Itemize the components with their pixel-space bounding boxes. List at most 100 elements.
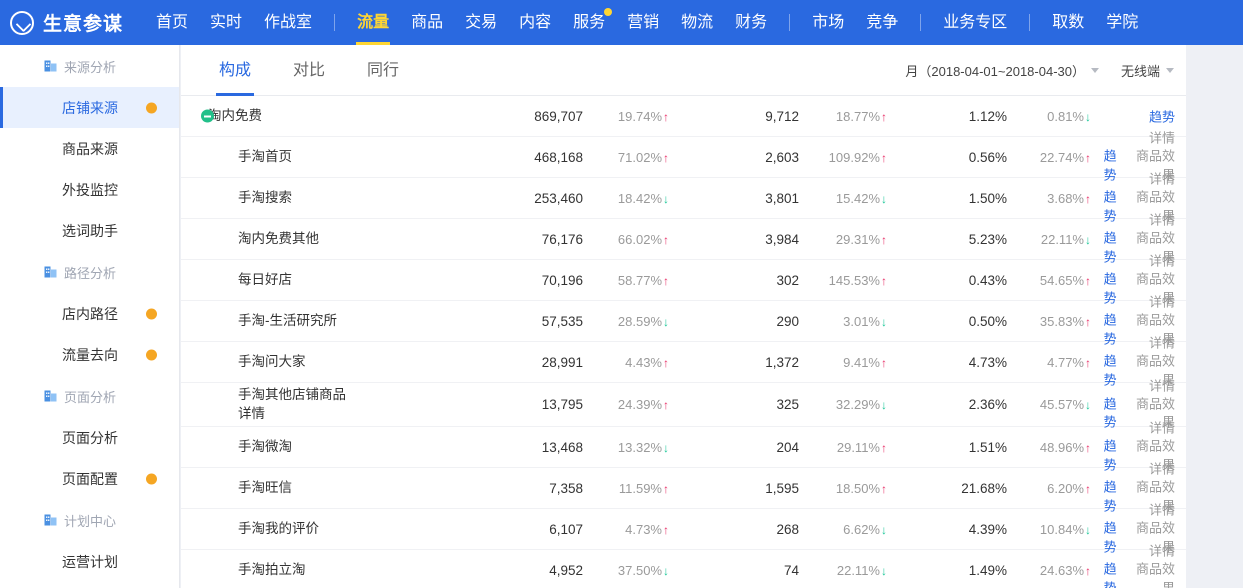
date-range-selector[interactable]: 月（2018-04-01~2018-04-30）: [905, 61, 1099, 80]
nav-item-19[interactable]: 学院: [1095, 0, 1149, 45]
product-effect-link[interactable]: 商品效果: [1135, 148, 1175, 183]
detail-link[interactable]: 详情: [1148, 335, 1175, 351]
terminal-selector[interactable]: 无线端: [1121, 61, 1174, 80]
sidebar-item-1[interactable]: 店铺来源: [0, 87, 179, 128]
product-effect-link[interactable]: 商品效果: [1135, 396, 1175, 430]
row-name-cell: 淘内免费其他: [181, 230, 491, 248]
action-row: 趋势 商品效果: [1093, 353, 1175, 390]
product-effect-link[interactable]: 商品效果: [1135, 353, 1175, 388]
left-sidebar: 来源分析 店铺来源 商品来源 外投监控 选词助手 路径分析 店内路径 流量去向 页面分析 页面分析…: [0, 45, 180, 588]
detail-link[interactable]: 详情: [1148, 502, 1175, 518]
nav-item-13[interactable]: 市场: [801, 0, 855, 45]
trend-link[interactable]: 趋势: [1103, 148, 1117, 183]
visitors-change: 13.32%↓: [583, 440, 671, 455]
detail-link[interactable]: 详情: [1148, 171, 1175, 187]
detail-link[interactable]: 详情: [1148, 461, 1175, 477]
rate-change: 22.11%↓: [1007, 232, 1093, 247]
sidebar-item-2[interactable]: 商品来源: [0, 128, 179, 169]
visitors-value: 4,952: [549, 562, 583, 578]
nav-item-6[interactable]: 交易: [454, 0, 508, 45]
trend-link[interactable]: 趋势: [1103, 312, 1117, 347]
trend-link[interactable]: 趋势: [1103, 520, 1117, 555]
nav-item-label: 首页: [156, 14, 189, 31]
rate-change-value: 3.68%: [1047, 190, 1084, 206]
tab-2[interactable]: 同行: [355, 45, 411, 96]
row-name-label: 手淘-生活研究所: [238, 312, 337, 328]
rate-change-value: 10.84%: [1039, 521, 1084, 537]
sidebar-item-label: 店内路径: [62, 305, 118, 322]
nav-item-7[interactable]: 内容: [508, 0, 562, 45]
sidebar-item-6[interactable]: 店内路径: [0, 293, 179, 334]
product-effect-link[interactable]: 商品效果: [1135, 561, 1175, 588]
nav-item-1[interactable]: 实时: [199, 0, 253, 45]
product-effect-link[interactable]: 商品效果: [1135, 271, 1175, 306]
nav-item-label: 竞争: [866, 14, 899, 31]
rate-value: 1.12%: [968, 108, 1007, 124]
nav-item-16[interactable]: 业务专区: [932, 0, 1018, 45]
nav-item-5[interactable]: 商品: [400, 0, 454, 45]
sidebar-item-12[interactable]: 运营计划: [0, 541, 179, 582]
sidebar-item-label: 运营计划: [62, 553, 118, 570]
trend-link[interactable]: 趋势: [1103, 230, 1117, 265]
product-effect-link[interactable]: 商品效果: [1135, 479, 1175, 514]
buyers-change: 109.92%↑: [799, 150, 889, 165]
detail-link[interactable]: 详情: [1148, 130, 1175, 146]
visitors-change-value: 13.32%: [617, 439, 662, 455]
row-name-cell: 手淘搜索: [181, 189, 491, 207]
nav-item-label: 市场: [812, 14, 845, 31]
trend-link[interactable]: 趋势: [1103, 189, 1117, 224]
trend-link[interactable]: 趋势: [1103, 353, 1117, 388]
sidebar-item-4[interactable]: 选词助手: [0, 210, 179, 251]
sidebar-item-3[interactable]: 外投监控: [0, 169, 179, 210]
trend-link[interactable]: 趋势: [1103, 438, 1117, 473]
detail-link[interactable]: 详情: [1148, 212, 1175, 228]
tab-bar: 构成 对比 同行 月（2018-04-01~2018-04-30） 无线端: [181, 45, 1186, 96]
trend-link[interactable]: 趋势: [1103, 396, 1117, 430]
detail-link[interactable]: 详情: [1148, 543, 1175, 559]
notification-dot-icon: [604, 8, 613, 16]
building-icon: [44, 60, 57, 73]
nav-item-10[interactable]: 物流: [670, 0, 724, 45]
tab-1[interactable]: 对比: [281, 45, 337, 96]
nav-item-0[interactable]: 首页: [145, 0, 199, 45]
nav-separator: [1029, 14, 1031, 31]
nav-item-8[interactable]: 服务: [562, 0, 616, 45]
tab-0[interactable]: 构成: [207, 45, 263, 96]
nav-item-2[interactable]: 作战室: [253, 0, 323, 45]
buyers-change-value: 29.31%: [835, 231, 880, 247]
sidebar-item-label: 页面分析: [62, 429, 118, 446]
brand-logo[interactable]: 生意参谋: [0, 9, 123, 36]
detail-link[interactable]: 详情: [1148, 253, 1175, 269]
detail-link[interactable]: 详情: [1148, 377, 1175, 393]
trend-link[interactable]: 趋势: [1103, 561, 1117, 588]
collapse-minus-icon[interactable]: [201, 109, 214, 123]
sidebar-item-10[interactable]: 页面配置: [0, 458, 179, 499]
nav-item-14[interactable]: 竞争: [855, 0, 909, 45]
nav-item-label: 流量: [357, 14, 390, 31]
row-name-label: 手淘我的评价: [238, 520, 319, 536]
visitors-change: 18.42%↓: [583, 191, 671, 206]
sidebar-item-9[interactable]: 页面分析: [0, 417, 179, 458]
nav-item-11[interactable]: 财务: [724, 0, 778, 45]
sidebar-item-7[interactable]: 流量去向: [0, 334, 179, 375]
row-name-label: 手淘微淘: [238, 438, 292, 454]
nav-item-9[interactable]: 营销: [616, 0, 670, 45]
product-effect-link[interactable]: 商品效果: [1135, 312, 1175, 347]
detail-link[interactable]: 详情: [1148, 294, 1175, 310]
trend-link[interactable]: 趋势: [1148, 109, 1175, 125]
product-effect-link[interactable]: 商品效果: [1135, 438, 1175, 473]
product-effect-link[interactable]: 商品效果: [1135, 230, 1175, 265]
table-row: 手淘问大家 28,991 4.43%↑ 1,372 9.41%↑ 4.73% 4.77%↑ 详…: [181, 335, 1186, 387]
product-effect-link[interactable]: 商品效果: [1135, 520, 1175, 555]
rate-value: 21.68%: [961, 480, 1007, 496]
trend-link[interactable]: 趋势: [1103, 479, 1117, 514]
product-effect-link[interactable]: 商品效果: [1135, 189, 1175, 224]
buyers-change: 29.31%↑: [799, 232, 889, 247]
trend-link[interactable]: 趋势: [1103, 271, 1117, 306]
nav-item-4[interactable]: 流量: [346, 0, 400, 45]
sidebar-item-label: 商品来源: [62, 140, 118, 157]
table-row: 手淘搜索 253,460 18.42%↓ 3,801 15.42%↓ 1.50% 3.68%…: [181, 171, 1186, 223]
nav-item-18[interactable]: 取数: [1041, 0, 1095, 45]
visitors-value: 253,460: [534, 190, 583, 206]
detail-link[interactable]: 详情: [1148, 420, 1175, 436]
